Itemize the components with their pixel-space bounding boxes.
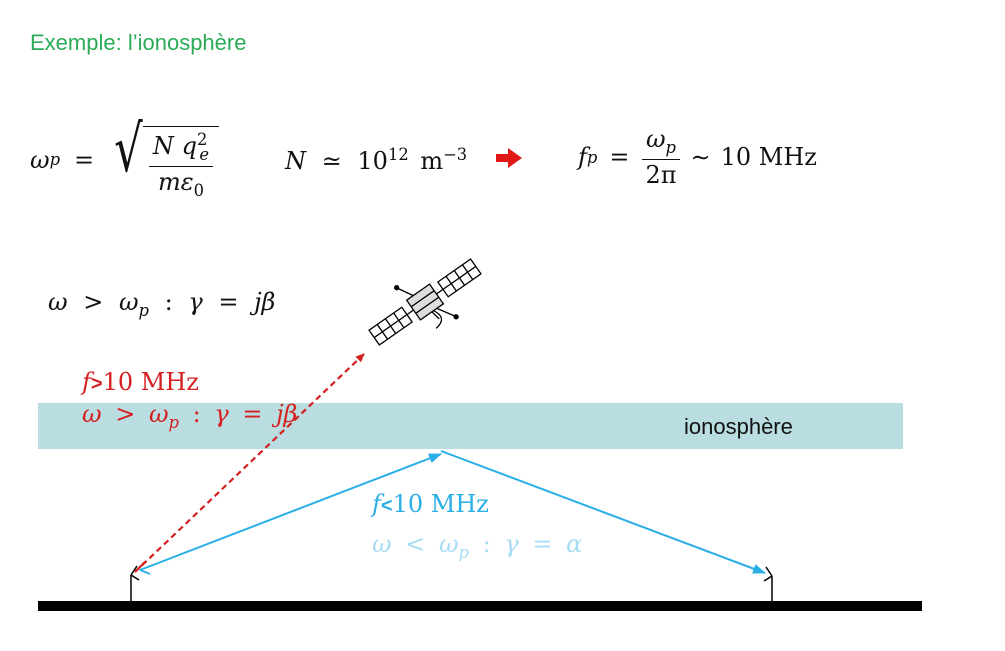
right-arrow-icon bbox=[496, 148, 522, 168]
low-frequency-label: f<10 MHz bbox=[372, 490, 489, 518]
slide-title: Exemple: l’ionosphère bbox=[30, 30, 247, 55]
low-frequency-equation: ω < ωp : γ = α bbox=[372, 530, 583, 562]
low-frequency-ray-up bbox=[139, 453, 442, 571]
antenna-icon bbox=[130, 565, 140, 603]
low-frequency-ray-down bbox=[440, 450, 766, 574]
ionosphere-band bbox=[38, 403, 903, 449]
high-frequency-ray bbox=[134, 353, 365, 573]
high-frequency-equation: ω > ωp : γ = jβ bbox=[82, 400, 298, 432]
propagation-constant-equation: ω > ωp : γ = jβ bbox=[48, 288, 276, 320]
high-frequency-ray-origin bbox=[134, 561, 146, 573]
ground-line bbox=[38, 601, 922, 611]
satellite-icon bbox=[368, 258, 482, 346]
electron-density-equation: N ≃ 1012 m−3 bbox=[285, 145, 468, 175]
ionosphere-label: ionosphère bbox=[684, 414, 793, 439]
high-frequency-label: f>10 MHz bbox=[82, 368, 199, 396]
antenna-icon bbox=[763, 566, 773, 603]
low-frequency-ray-origin bbox=[139, 569, 151, 575]
